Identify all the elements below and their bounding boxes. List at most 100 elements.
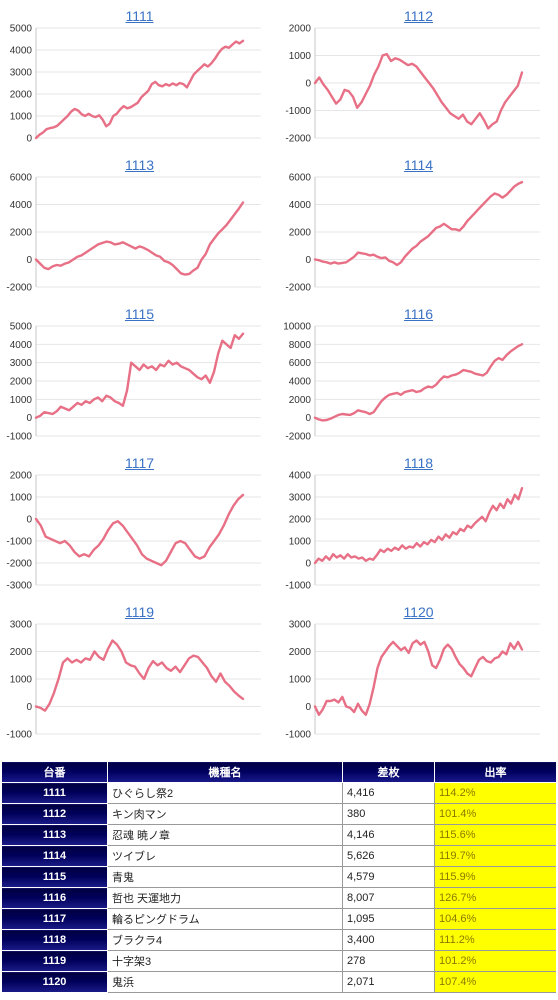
y-tick-label: 3000 — [289, 620, 312, 631]
payout-rate-cell: 114.2% — [434, 782, 556, 804]
y-tick-label: -1000 — [285, 581, 311, 592]
payout-rate-cell: 101.2% — [434, 950, 556, 972]
machine-number-cell: 1115 — [1, 866, 108, 888]
coin-difference-cell: 4,146 — [342, 824, 435, 846]
chart-panel: -2000 -1000 0 1000 2000 1112 — [279, 0, 558, 149]
y-tick-label: 0 — [305, 79, 311, 90]
y-tick-label: 0 — [26, 515, 32, 526]
y-tick-label: 4000 — [289, 200, 312, 211]
table-row: 1119 十字架3 278 101.2% — [1, 950, 556, 972]
results-table-container: 台番 機種名 差枚 出率 1111 ひぐらし祭2 4,416 114.2% 1112 キン… — [1, 761, 556, 995]
series-line — [313, 180, 524, 267]
payout-rate-cell: 107.4% — [434, 971, 556, 993]
series-line — [313, 52, 524, 130]
y-tick-label: -3000 — [6, 581, 32, 592]
chart-grid: 0 1000 2000 3000 4000 5000 1111 -2000 -1000 0 1000… — [0, 0, 558, 745]
chart-panel: -2000 0 2000 4000 6000 1114 — [279, 149, 558, 298]
chart-title-link[interactable]: 1113 — [124, 157, 155, 173]
machine-number-cell: 1111 — [1, 782, 108, 804]
chart-title-link[interactable]: 1116 — [403, 306, 434, 322]
table-row: 1113 忍魂 暁ノ章 4,146 115.6% — [1, 824, 556, 846]
header-coin-difference: 差枚 — [342, 761, 435, 783]
payout-rate-cell: 115.6% — [434, 824, 556, 846]
y-tick-label: 2000 — [289, 24, 312, 35]
machine-number-cell: 1119 — [1, 950, 108, 972]
chart-panel: -1000 0 1000 2000 3000 1119 — [0, 596, 279, 745]
line-chart: -3000 -2000 -1000 0 1000 2000 — [6, 471, 261, 592]
chart-title-link[interactable]: 1117 — [124, 455, 155, 471]
machine-number-cell: 1120 — [1, 971, 108, 993]
y-tick-label: 2000 — [10, 471, 33, 482]
table-row: 1116 哲也 天運地力 8,007 126.7% — [1, 887, 556, 909]
chart-title-link[interactable]: 1114 — [403, 157, 434, 173]
table-row: 1112 キン肉マン 380 101.4% — [1, 803, 556, 825]
chart-panel: -1000 0 1000 2000 3000 4000 1118 — [279, 447, 558, 596]
table-row: 1117 輪るピングドラム 1,095 104.6% — [1, 908, 556, 930]
table-row: 1120 鬼浜 2,071 107.4% — [1, 971, 556, 993]
y-tick-label: 3000 — [289, 493, 312, 504]
y-tick-label: 4000 — [10, 340, 33, 351]
model-name-cell: ツイブレ — [107, 845, 343, 867]
chart-title-link[interactable]: 1119 — [124, 604, 155, 620]
series-line — [34, 39, 245, 140]
model-name-cell: 鬼浜 — [107, 971, 343, 993]
y-tick-label: -2000 — [6, 559, 32, 570]
machine-number-cell: 1114 — [1, 845, 108, 867]
series-line — [313, 639, 524, 717]
y-tick-label: -1000 — [285, 730, 311, 741]
y-tick-label: 3000 — [10, 68, 33, 79]
coin-difference-cell: 8,007 — [342, 887, 435, 909]
machine-number-cell: 1116 — [1, 887, 108, 909]
header-payout-rate: 出率 — [434, 761, 556, 783]
line-chart: 0 1000 2000 3000 4000 5000 — [10, 24, 261, 145]
chart-panel: -2000 0 2000 4000 6000 8000 10000 1116 — [279, 298, 558, 447]
machine-number-cell: 1112 — [1, 803, 108, 825]
y-tick-label: 4000 — [10, 46, 33, 57]
y-tick-label: 1000 — [10, 493, 33, 504]
chart-title-link[interactable]: 1120 — [403, 604, 434, 620]
y-tick-label: 2000 — [289, 395, 312, 406]
coin-difference-cell: 2,071 — [342, 971, 435, 993]
y-tick-label: 0 — [26, 702, 32, 713]
y-tick-label: 0 — [305, 702, 311, 713]
y-tick-label: 1000 — [289, 675, 312, 686]
coin-difference-cell: 278 — [342, 950, 435, 972]
series-line — [34, 332, 245, 419]
y-tick-label: 1000 — [289, 51, 312, 62]
y-tick-label: 0 — [26, 134, 32, 145]
payout-rate-cell: 111.2% — [434, 929, 556, 951]
y-tick-label: -1000 — [285, 106, 311, 117]
table-body: 1111 ひぐらし祭2 4,416 114.2% 1112 キン肉マン 380 101.4% 1… — [1, 782, 556, 993]
y-tick-label: -2000 — [285, 134, 311, 145]
y-tick-label: 2000 — [10, 647, 33, 658]
y-tick-label: 2000 — [10, 377, 33, 388]
y-tick-label: 3000 — [10, 358, 33, 369]
coin-difference-cell: 5,626 — [342, 845, 435, 867]
chart-title-link[interactable]: 1118 — [403, 455, 434, 471]
y-tick-label: 0 — [305, 413, 311, 424]
table-row: 1114 ツイブレ 5,626 119.7% — [1, 845, 556, 867]
y-tick-label: -1000 — [6, 730, 32, 741]
model-name-cell: キン肉マン — [107, 803, 343, 825]
y-tick-label: 5000 — [10, 24, 33, 35]
y-tick-label: 5000 — [10, 322, 33, 333]
chart-title-link[interactable]: 1112 — [403, 8, 434, 24]
y-tick-label: -2000 — [285, 283, 311, 294]
coin-difference-cell: 1,095 — [342, 908, 435, 930]
model-name-cell: 十字架3 — [107, 950, 343, 972]
chart-title-link[interactable]: 1111 — [125, 8, 154, 24]
chart-title-link[interactable]: 1115 — [124, 306, 155, 322]
y-tick-label: 2000 — [10, 228, 33, 239]
line-chart: -1000 0 1000 2000 3000 — [6, 620, 261, 741]
model-name-cell: 輪るピングドラム — [107, 908, 343, 930]
y-tick-label: 0 — [26, 255, 32, 266]
y-tick-label: 0 — [26, 413, 32, 424]
payout-rate-cell: 104.6% — [434, 908, 556, 930]
line-chart: -2000 -1000 0 1000 2000 — [285, 24, 540, 145]
machine-number-cell: 1113 — [1, 824, 108, 846]
series-line — [313, 343, 524, 422]
y-tick-label: 3000 — [10, 620, 33, 631]
chart-panel: -1000 0 1000 2000 3000 4000 5000 1115 — [0, 298, 279, 447]
series-line — [34, 639, 245, 712]
line-chart: -2000 0 2000 4000 6000 — [6, 173, 261, 294]
